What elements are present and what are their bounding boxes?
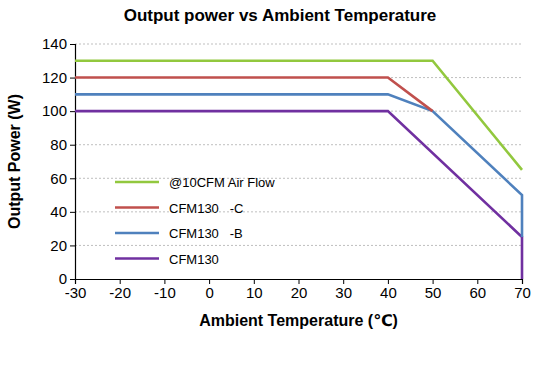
x-axis: -30 -20 -10 0 10 20 30 40 50 60 70 — [65, 279, 531, 301]
tick: 0 — [59, 270, 75, 287]
grid-line — [75, 245, 522, 246]
tick: 60 — [50, 170, 75, 187]
tick-label: 60 — [469, 284, 486, 301]
tick-label: -30 — [65, 284, 87, 301]
tick-label: -20 — [109, 284, 131, 301]
tick: 70 — [514, 279, 531, 301]
title: Output power vs Ambient Temperature — [124, 6, 437, 25]
grid-line — [75, 211, 522, 212]
tick: 100 — [42, 102, 75, 119]
tick-label: 60 — [50, 170, 67, 187]
tick: 40 — [50, 203, 75, 220]
tick-label: 0 — [205, 284, 213, 301]
tick-label: 20 — [50, 237, 67, 254]
tick-label: 40 — [380, 284, 397, 301]
tick: 120 — [42, 69, 75, 86]
tick-label: 50 — [425, 284, 442, 301]
tick-mark — [70, 178, 75, 179]
tick-label: -10 — [154, 284, 176, 301]
tick-mark — [70, 44, 75, 45]
grid-line — [75, 44, 522, 45]
tick-label: 120 — [42, 69, 67, 86]
grid — [75, 44, 522, 245]
legend-label: CFM130 — [169, 252, 219, 267]
tick-label: 20 — [291, 284, 308, 301]
tick: 20 — [291, 279, 308, 301]
tick-label: 10 — [246, 284, 263, 301]
tick: -30 — [65, 279, 87, 301]
legend-label: CFM130 -C — [169, 201, 243, 216]
legend-swatch — [115, 206, 159, 209]
tick-label: 30 — [335, 284, 352, 301]
tick-label: 0 — [59, 270, 67, 287]
tick: -20 — [109, 279, 131, 301]
tick: 20 — [50, 237, 75, 254]
tick: 60 — [469, 279, 486, 301]
grid-line — [75, 178, 522, 179]
legend-label: CFM130 -B — [169, 226, 243, 241]
tick-label: 70 — [514, 284, 531, 301]
series-line — [75, 111, 522, 279]
legend-swatch — [115, 232, 159, 235]
y-axis-title: Output Power (W) — [6, 94, 23, 229]
tick-label: 40 — [50, 203, 67, 220]
tick: 140 — [42, 35, 75, 52]
tick: 30 — [335, 279, 352, 301]
tick: -10 — [154, 279, 176, 301]
chart: Output power vs Ambient Temperature -30 -2… — [0, 0, 560, 370]
tick: 40 — [380, 279, 397, 301]
tick: 0 — [205, 279, 213, 301]
plot-area — [75, 61, 522, 279]
tick-mark — [70, 145, 75, 146]
legend-swatch — [115, 257, 159, 260]
series-line — [75, 61, 522, 170]
legend: @10CFM Air Flow CFM130 -C CFM130 -B CFM130 — [115, 175, 275, 267]
tick: 50 — [425, 279, 442, 301]
y-axis: 0 20 40 60 80 100 120 140 — [42, 35, 76, 287]
tick: 10 — [246, 279, 263, 301]
grid-line — [75, 144, 522, 145]
tick-mark — [70, 111, 75, 112]
tick-label: 140 — [42, 35, 67, 52]
tick-mark — [70, 279, 75, 280]
tick-label: 100 — [42, 102, 67, 119]
legend-swatch — [115, 181, 159, 184]
tick-mark — [70, 212, 75, 213]
tick-mark — [70, 78, 75, 79]
series-line — [75, 78, 433, 112]
tick-label: 80 — [50, 136, 67, 153]
series-line — [75, 94, 522, 237]
x-axis-title: Ambient Temperature (℃) — [199, 312, 398, 329]
axis-line — [70, 45, 76, 280]
legend-label: @10CFM Air Flow — [169, 175, 275, 190]
tick-mark — [70, 245, 75, 246]
tick: 80 — [50, 136, 75, 153]
